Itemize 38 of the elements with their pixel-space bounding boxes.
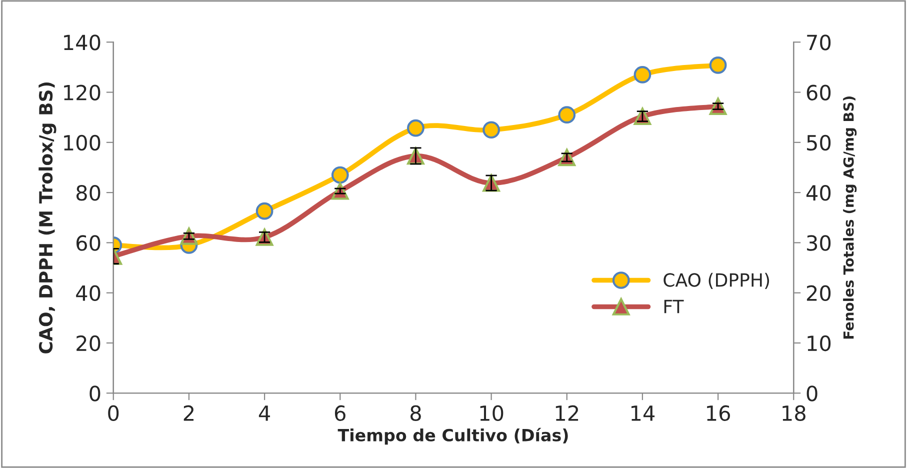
point	[709, 56, 727, 74]
y2-tick-label: 30	[807, 235, 831, 251]
x-tick-label: 6	[334, 405, 346, 422]
legend-label: CAO (DPPH)	[664, 272, 770, 289]
point	[331, 166, 349, 184]
point	[634, 66, 652, 84]
x-axis-title: Tiempo de Cultivo (Días)	[338, 428, 568, 445]
y2-axis-title: Fenoles Totales (mg AG/mg BS)	[843, 96, 857, 339]
y-tick-label: 80	[76, 185, 100, 201]
x-tick-label: 8	[410, 405, 421, 422]
point	[256, 202, 274, 220]
y-tick-label: 120	[64, 84, 100, 100]
y2-tick-label: 40	[806, 185, 831, 201]
y-tick-label: 60	[76, 235, 100, 251]
point	[558, 106, 576, 124]
y-tick-label: 20	[76, 335, 100, 352]
y2-tick-label: 0	[806, 386, 818, 402]
y2-tick-label: 50	[807, 134, 831, 151]
y-tick-label: 100	[64, 134, 100, 151]
x-tick-label: 0	[108, 405, 119, 422]
y2-tick-label: 20	[806, 285, 831, 302]
y-axis-title: CAO, DPPH (M Trolox/g BS)	[38, 82, 56, 354]
x-tick-label: 4	[258, 406, 270, 421]
y-tick-label: 140	[64, 34, 100, 50]
x-tick-label: 2	[184, 405, 194, 421]
x-tick-label: 12	[556, 405, 578, 421]
legend-label: FT	[664, 300, 684, 314]
point	[407, 119, 424, 137]
y2-tick-label: 60	[806, 84, 831, 100]
x-tick-label: 18	[782, 405, 806, 422]
x-tick-label: 16	[707, 405, 730, 422]
point	[482, 121, 500, 139]
y-tick-label: 40	[76, 285, 100, 302]
x-tick-label: 14	[631, 406, 655, 421]
y2-tick-label: 10	[808, 335, 831, 352]
x-tick-label: 10	[480, 405, 504, 422]
y2-tick-label: 70	[807, 34, 831, 50]
y-tick-label: 0	[90, 386, 100, 402]
